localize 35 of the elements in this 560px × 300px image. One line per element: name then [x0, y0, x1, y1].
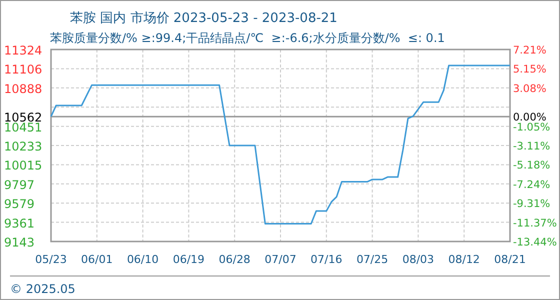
- x-tick-label: 07/25: [356, 253, 388, 266]
- y2-tick-label: -7.24%: [513, 178, 550, 191]
- y-tick-label: 10233: [4, 140, 42, 154]
- y-tick-label: 9579: [4, 197, 35, 212]
- line-series: [50, 64, 511, 224]
- y2-tick-label: 5.15%: [513, 64, 546, 76]
- text: © 2025.05: [10, 282, 76, 296]
- y-tick-label: 9143: [4, 236, 35, 250]
- y-tick-label: 11324: [4, 44, 42, 58]
- x-tick-label: 05/23: [35, 253, 67, 266]
- y2-tick-label: 7.21%: [513, 44, 546, 56]
- y2-tick-label: 3.08%: [513, 82, 546, 95]
- x-tick-label: 06/10: [126, 253, 159, 266]
- y2-tick-label: -3.11%: [513, 140, 550, 152]
- y-tick-label: 9361: [4, 216, 35, 230]
- y-tick-label: 11106: [4, 62, 42, 77]
- y2-tick-label: 0.00%: [513, 112, 546, 124]
- x-tick-label: 08/12: [448, 253, 480, 266]
- y-tick-label: 9797: [4, 178, 35, 192]
- y2-tick-label: -11.37%: [513, 217, 557, 230]
- x-tick-label: 06/28: [218, 253, 250, 266]
- y2-tick-label: -1.05%: [513, 121, 550, 134]
- chart-subtitle: 苯胺质量分数/% ≥:99.4;干品结晶点/℃ ≥:-6.6;水分质量分数/% ≤: 0.1: [50, 31, 445, 45]
- x-tick-label: 07/16: [310, 253, 342, 266]
- x-tick-label: 07/07: [264, 253, 296, 266]
- x-tick-label: 08/03: [402, 253, 434, 266]
- y2-tick-label: -13.44%: [513, 236, 557, 248]
- y2-tick-label: -5.18%: [513, 160, 550, 172]
- chart-title: 苯胺 国内 市场价 2023-05-23 - 2023-08-21: [70, 11, 338, 26]
- x-tick-label: 06/19: [172, 253, 205, 266]
- y-tick-label: 10888: [4, 82, 42, 96]
- x-tick-label: 06/01: [81, 253, 113, 266]
- y2-tick-label: -9.31%: [513, 198, 550, 210]
- x-tick-label: 08/21: [494, 253, 526, 266]
- y-tick-label: 10015: [4, 158, 42, 173]
